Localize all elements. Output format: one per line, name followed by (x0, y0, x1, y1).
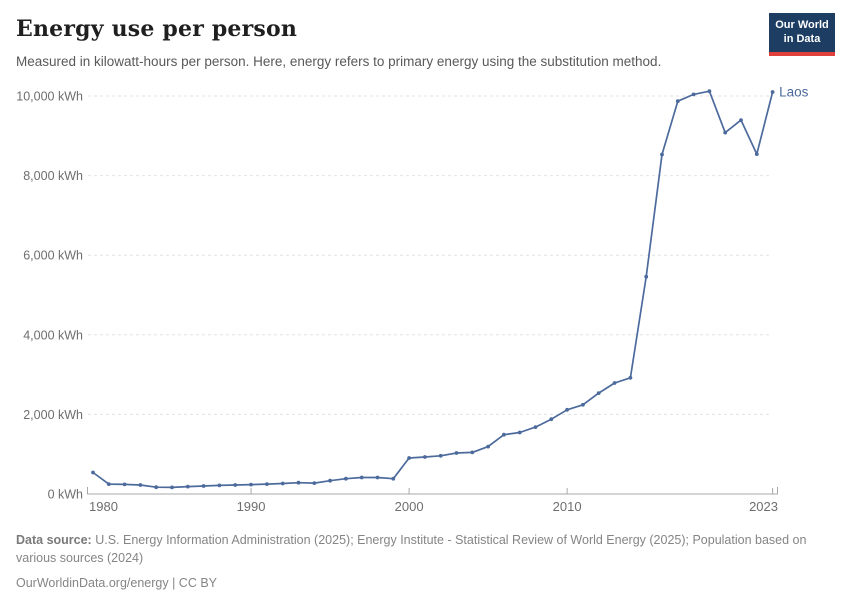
y-gridlines (88, 95, 772, 415)
y-tick-label: 10,000 kWh (16, 90, 83, 104)
data-point[interactable] (106, 482, 111, 486)
data-point[interactable] (217, 483, 222, 488)
data-point[interactable] (328, 478, 332, 483)
data-point[interactable] (249, 482, 253, 487)
y-tick-label: 2,000 kWh (23, 408, 83, 422)
data-point[interactable] (122, 482, 127, 487)
data-point[interactable] (549, 417, 554, 422)
x-tick-label: 2010 (553, 499, 582, 514)
data-point[interactable] (265, 482, 269, 486)
data-point[interactable] (660, 152, 664, 157)
data-point[interactable] (754, 152, 759, 157)
data-point[interactable] (233, 483, 238, 487)
chart-footer: Data source: U.S. Energy Information Adm… (16, 532, 816, 592)
data-point[interactable] (770, 90, 775, 94)
data-point[interactable] (170, 485, 174, 490)
data-point[interactable] (644, 274, 649, 279)
data-point[interactable] (359, 475, 364, 480)
data-point[interactable] (707, 89, 712, 94)
data-source-value: U.S. Energy Information Administration (… (16, 533, 807, 565)
y-tick-label: 0 kWh (48, 488, 83, 502)
data-point[interactable] (565, 407, 569, 412)
data-point[interactable] (375, 475, 380, 480)
x-tick-label: 1980 (89, 499, 118, 514)
owid-logo[interactable]: Our World in Data (769, 13, 835, 56)
data-point[interactable] (154, 485, 159, 490)
entity-label: Laos (779, 85, 809, 100)
data-point[interactable] (612, 381, 617, 385)
x-axis (87, 487, 778, 495)
data-source-label: Data source: (16, 533, 92, 547)
data-point[interactable] (628, 375, 633, 380)
page-title: Energy use per person (16, 16, 298, 42)
x-tick-label: 2000 (395, 499, 424, 514)
x-tick-label: 1990 (237, 499, 266, 514)
data-point[interactable] (391, 476, 396, 481)
data-point[interactable] (201, 484, 206, 488)
data-point[interactable] (691, 92, 696, 97)
data-point[interactable] (533, 425, 538, 429)
owid-logo-line1: Our World (775, 19, 829, 31)
data-point[interactable] (280, 481, 285, 486)
data-point[interactable] (438, 453, 443, 458)
data-point[interactable] (723, 130, 728, 135)
data-point[interactable] (739, 118, 743, 122)
data-source-text: Data source: U.S. Energy Information Adm… (16, 532, 816, 568)
data-point[interactable] (470, 450, 475, 455)
data-point[interactable] (296, 480, 301, 485)
data-point[interactable] (596, 391, 601, 395)
data-line-series (92, 90, 774, 489)
data-point[interactable] (407, 456, 411, 460)
data-point[interactable] (312, 481, 317, 485)
data-point[interactable] (486, 444, 490, 449)
data-point[interactable] (91, 470, 95, 475)
data-point[interactable] (675, 99, 680, 104)
owid-logo-line2: in Data (783, 32, 821, 45)
x-axis-labels: 1980 1990 2000 2010 2023 (89, 499, 778, 514)
data-point[interactable] (581, 402, 585, 407)
data-point[interactable] (138, 483, 143, 487)
line-chart[interactable]: 0 kWh 2,000 kWh 4,000 kWh 6,000 kWh 8,000 kW… (0, 0, 850, 525)
y-tick-label: 4,000 kWh (23, 328, 83, 342)
data-point[interactable] (344, 476, 348, 481)
data-point[interactable] (185, 484, 190, 489)
data-point[interactable] (454, 451, 459, 455)
y-tick-label: 8,000 kWh (23, 169, 83, 183)
data-point[interactable] (502, 432, 506, 437)
data-point-markers (91, 89, 775, 490)
x-tick-label: 2023 (749, 499, 778, 514)
y-tick-label: 6,000 kWh (23, 249, 83, 263)
data-point[interactable] (517, 430, 522, 435)
owid-url-link[interactable]: OurWorldinData.org/energy | CC BY (16, 575, 218, 590)
chart-subtitle: Measured in kilowatt-hours per person. H… (16, 54, 662, 69)
data-point[interactable] (423, 455, 427, 459)
y-axis-labels: 0 kWh 2,000 kWh 4,000 kWh 6,000 kWh 8,000 kW… (16, 90, 83, 502)
